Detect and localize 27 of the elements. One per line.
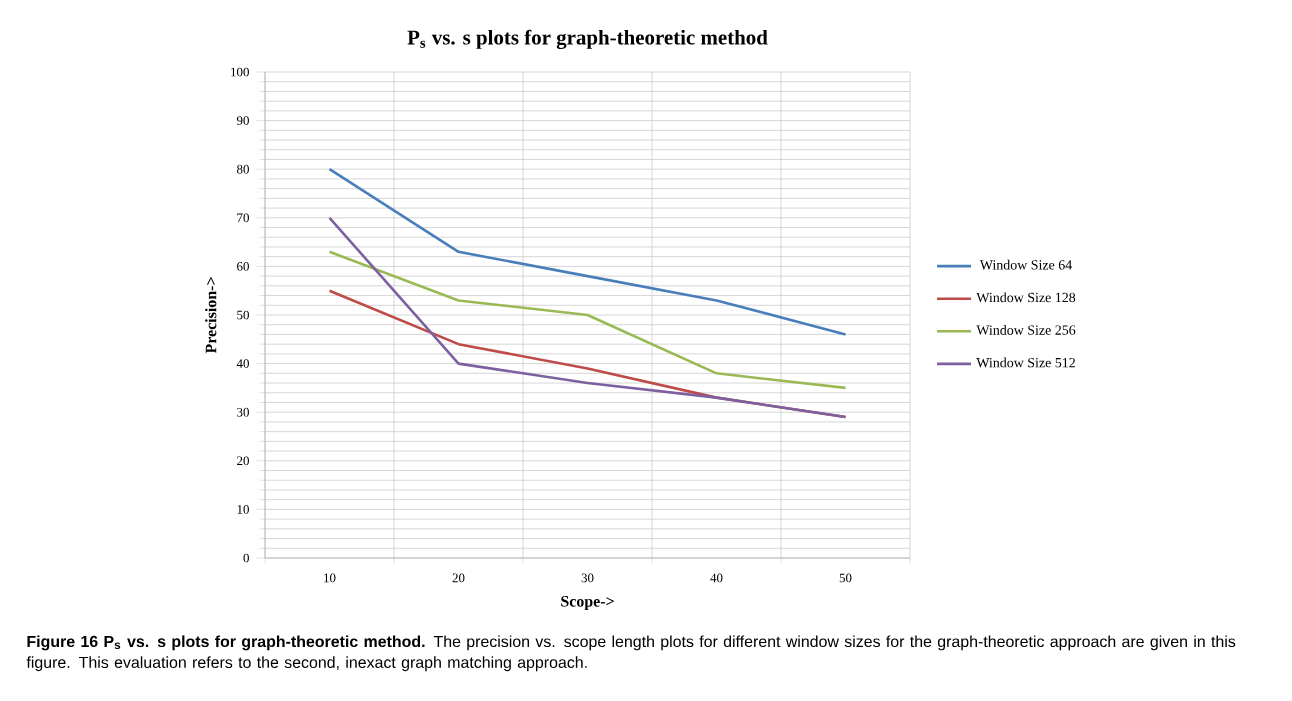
y-tick-label: 10 xyxy=(237,505,249,514)
y-tick-label: 100 xyxy=(231,67,249,77)
y-axis-title: Precision-> xyxy=(205,277,217,354)
y-tick-label: 40 xyxy=(236,359,249,368)
line-series xyxy=(328,167,847,336)
legend-label: Window Size 256 xyxy=(976,324,1076,335)
legend-label: Window Size 64 xyxy=(979,259,1072,270)
legend-label: Window Size 128 xyxy=(976,292,1076,303)
y-tick-label: 20 xyxy=(237,456,249,466)
x-tick-label: 10 xyxy=(324,573,336,583)
x-axis-title: Scope-> xyxy=(561,595,614,610)
y-tick-label: 0 xyxy=(243,553,249,563)
line-series xyxy=(328,216,847,419)
y-tick-label: 30 xyxy=(237,407,249,417)
y-tick-label: 80 xyxy=(237,164,249,174)
legend-label: Window Size 512 xyxy=(976,357,1075,368)
chart-title: P$_{s}$ vs. s plots for graph-theoretic method xyxy=(407,29,768,50)
y-tick-label: 50 xyxy=(237,310,249,320)
y-tick-label: 60 xyxy=(237,262,249,271)
x-tick-label: 30 xyxy=(581,573,594,583)
y-tick-label: 70 xyxy=(237,213,249,223)
y-tick-label: 90 xyxy=(236,116,249,125)
x-tick-label: 20 xyxy=(452,573,465,583)
line-series xyxy=(328,250,847,390)
x-tick-label: 50 xyxy=(839,573,852,583)
x-tick-label: 40 xyxy=(710,573,723,583)
text: Figure 16 P$_{s}$ vs. s plots for graph-theoretic method. The precision vs. scope length plots for different window sizes for the graph-theoretic approach are given in this figure. This evaluation refers to the second, inexact graph matching approach. xyxy=(26,635,1236,672)
